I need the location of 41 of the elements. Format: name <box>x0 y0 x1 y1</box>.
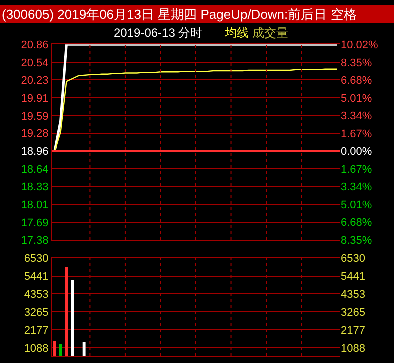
y-tick-label: 17.38 <box>21 234 49 247</box>
y-tick-label: 1088 <box>24 342 49 355</box>
y-tick-label: 2177 <box>24 324 49 337</box>
y2-tick-label: 6530 <box>341 253 366 266</box>
y-tick-label: 4353 <box>24 289 49 302</box>
y2-tick-label: 4353 <box>341 289 366 302</box>
y-tick-label: 20.86 <box>21 39 49 52</box>
y-tick-label: 19.28 <box>21 128 49 140</box>
text: 成交量 <box>252 26 288 40</box>
y-tick-label: 20.23 <box>21 74 49 87</box>
y2-tick-label: 5.01% <box>341 199 372 212</box>
y2-tick-label: 0.00% <box>341 146 372 158</box>
y-tick-label: 3265 <box>24 306 49 319</box>
y-tick-label: 18.33 <box>21 181 49 194</box>
y2-tick-label: 1.67% <box>341 128 372 140</box>
y2-tick-label: 3.34% <box>341 182 372 194</box>
y2-tick-label: 6.68% <box>341 217 372 230</box>
y2-tick-label: 10.02% <box>341 39 379 52</box>
y2-tick-label: 8.35% <box>341 234 372 247</box>
y-tick-label: 17.69 <box>21 217 49 230</box>
y2-tick-label: 2177 <box>341 324 366 337</box>
y-tick-label: 19.91 <box>21 92 49 105</box>
y-tick-label: 18.96 <box>21 146 49 158</box>
y-tick-label: 20.54 <box>21 57 49 70</box>
y2-tick-label: 5.01% <box>341 92 372 105</box>
y-tick-label: 6530 <box>24 253 49 266</box>
chart-title: (300605) 2019年06月13日 星期四 PageUp/Down:前后日 空格 <box>2 7 357 22</box>
y-tick-label: 18.64 <box>21 164 49 176</box>
y-tick-label: 5441 <box>24 271 49 284</box>
y2-tick-label: 6.68% <box>341 75 372 88</box>
line-series <box>54 68 338 152</box>
y-tick-label: 18.01 <box>21 199 49 212</box>
y2-tick-label: 3265 <box>341 306 366 319</box>
y-tick-label: 19.59 <box>21 110 49 123</box>
chart-subtitle: 2019-06-13 分时 <box>114 26 203 40</box>
text: 均线 <box>224 26 249 40</box>
y2-tick-label: 1088 <box>341 342 366 355</box>
y2-tick-label: 1.67% <box>341 164 372 176</box>
y2-tick-label: 5441 <box>341 271 366 284</box>
y2-tick-label: 3.34% <box>341 110 372 123</box>
y2-tick-label: 8.35% <box>341 57 372 70</box>
